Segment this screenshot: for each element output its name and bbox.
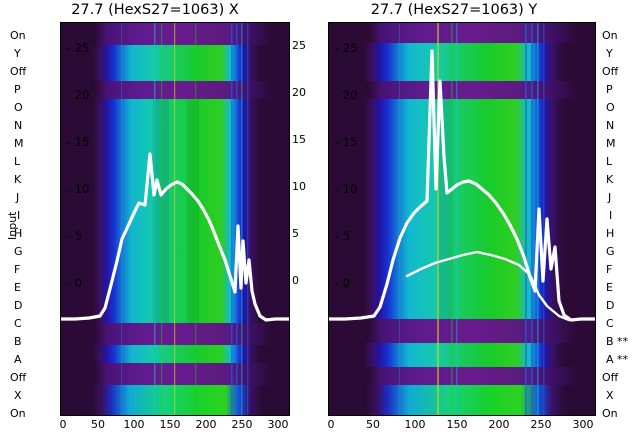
cat-label: K bbox=[14, 173, 22, 186]
cat-label: K bbox=[606, 173, 614, 186]
cat-label: C bbox=[606, 317, 614, 330]
cat-label: Off bbox=[10, 65, 27, 78]
cat-label: P bbox=[606, 83, 613, 96]
panel-x: 27.7 (HexS27=1063) X On Y Off P O N M L … bbox=[0, 0, 310, 440]
panel-y: 27.7 (HexS27=1063) Y bbox=[320, 0, 640, 440]
ytick-right: 15 bbox=[292, 133, 306, 146]
ytick: - 10 bbox=[335, 182, 358, 196]
panel-x-plot: - 0 - 5 - 10 - 15 - 20 - 25 bbox=[60, 22, 290, 416]
ytick: - 25 bbox=[67, 41, 90, 55]
panel-x-heatmap bbox=[61, 23, 289, 415]
cat-label: O bbox=[606, 101, 615, 114]
cat-label: M bbox=[14, 137, 24, 150]
ytick: - 0 bbox=[67, 276, 83, 290]
ytick: - 20 bbox=[335, 88, 358, 102]
ytick: - 25 bbox=[335, 41, 358, 55]
xtick: 250 bbox=[231, 418, 253, 431]
ytick: - 10 bbox=[67, 182, 90, 196]
cat-label: Off bbox=[10, 371, 27, 384]
cat-label: O bbox=[14, 101, 23, 114]
cat-label: F bbox=[606, 263, 613, 276]
panel-x-title: 27.7 (HexS27=1063) X bbox=[71, 2, 239, 18]
cat-label: A bbox=[14, 353, 22, 366]
cat-label: Off bbox=[602, 65, 619, 78]
cat-label: C bbox=[14, 317, 22, 330]
cat-label: B bbox=[14, 335, 22, 348]
ytick: - 0 bbox=[335, 276, 351, 290]
xtick: 250 bbox=[530, 418, 552, 431]
panel-y-title: 27.7 (HexS27=1063) Y bbox=[370, 2, 538, 18]
cat-label: F bbox=[14, 263, 21, 276]
xtick: 50 bbox=[91, 418, 105, 431]
ytick: - 15 bbox=[335, 135, 358, 149]
xtick: 150 bbox=[446, 418, 468, 431]
ytick: - 5 bbox=[67, 229, 83, 243]
cat-label: On bbox=[10, 407, 26, 420]
ytick: - 20 bbox=[67, 88, 90, 102]
xtick: 100 bbox=[123, 418, 145, 431]
cat-label: Off bbox=[602, 371, 619, 384]
cat-label: J bbox=[608, 191, 612, 204]
xtick: 150 bbox=[159, 418, 181, 431]
ytick-right: 0 bbox=[292, 274, 299, 287]
cat-label: X bbox=[14, 389, 22, 402]
cat-label: G bbox=[14, 245, 23, 258]
cat-label: Y bbox=[606, 47, 613, 60]
xtick: 100 bbox=[404, 418, 426, 431]
cat-label: P bbox=[14, 83, 21, 96]
cat-label: B ** bbox=[606, 335, 629, 348]
cat-label: E bbox=[606, 281, 613, 294]
xtick: 300 bbox=[572, 418, 594, 431]
cat-label: I bbox=[609, 209, 613, 222]
cat-label: D bbox=[14, 299, 23, 312]
cat-label: On bbox=[602, 29, 618, 42]
panel-y-heatmap bbox=[329, 23, 595, 415]
cat-label: J bbox=[16, 191, 20, 204]
xtick: 50 bbox=[366, 418, 380, 431]
cat-label: On bbox=[10, 29, 26, 42]
cat-label: E bbox=[14, 281, 21, 294]
cat-label: H bbox=[14, 227, 23, 240]
cat-label: I bbox=[17, 209, 21, 222]
panel-x-category-labels: On Y Off P O N M L K J I H G F E D C B A… bbox=[10, 24, 52, 420]
cat-label: L bbox=[606, 155, 613, 168]
ytick-right: 10 bbox=[292, 180, 306, 193]
cat-label: X bbox=[606, 389, 614, 402]
cat-label: A ** bbox=[606, 353, 629, 366]
cat-label: Y bbox=[14, 47, 21, 60]
xtick: 300 bbox=[267, 418, 289, 431]
panel-y-plot: - 0 - 5 - 10 - 15 - 20 - 25 bbox=[328, 22, 596, 416]
cat-label: On bbox=[602, 407, 618, 420]
ytick-right: 5 bbox=[292, 227, 299, 240]
cat-label: D bbox=[606, 299, 615, 312]
panel-y-category-labels: On Y Off P O N M L K J I H G F E D C B *… bbox=[602, 24, 640, 420]
cat-label: M bbox=[606, 137, 616, 150]
cat-label: G bbox=[606, 245, 615, 258]
xtick: 200 bbox=[195, 418, 217, 431]
ytick-right: 20 bbox=[292, 86, 306, 99]
cat-label: N bbox=[14, 119, 23, 132]
ytick-right: 25 bbox=[292, 39, 306, 52]
panel-x-right-ticks: 0 5 10 15 20 25 bbox=[290, 22, 310, 414]
ytick: - 15 bbox=[67, 135, 90, 149]
xtick: 0 bbox=[59, 418, 67, 431]
cat-label: L bbox=[14, 155, 21, 168]
xtick: 200 bbox=[488, 418, 510, 431]
cat-label: N bbox=[606, 119, 615, 132]
cat-label: H bbox=[606, 227, 615, 240]
ytick: - 5 bbox=[335, 229, 351, 243]
xtick: 0 bbox=[327, 418, 335, 431]
